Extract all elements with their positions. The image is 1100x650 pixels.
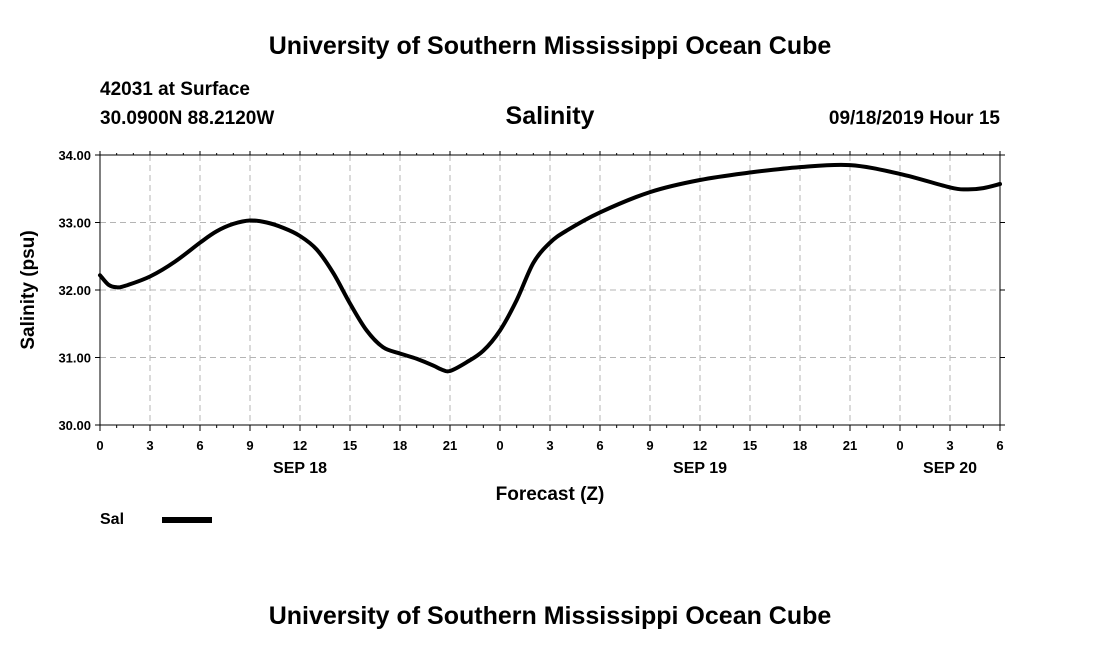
page-title-top: University of Southern Mississippi Ocean… bbox=[269, 32, 832, 60]
y-tick-label: 33.00 bbox=[58, 216, 91, 231]
salinity-series-line bbox=[98, 162, 1002, 374]
date-label: SEP 18 bbox=[273, 460, 327, 477]
date-labels: SEP 18 SEP 19 SEP 20 bbox=[273, 460, 977, 477]
x-tick-label: 12 bbox=[293, 438, 307, 453]
station-label: 42031 at Surface bbox=[100, 79, 250, 100]
grid bbox=[100, 155, 1000, 425]
x-tick-label: 9 bbox=[246, 438, 253, 453]
x-tick-label: 0 bbox=[96, 438, 103, 453]
x-tick-label: 21 bbox=[443, 438, 457, 453]
date-label: SEP 19 bbox=[673, 460, 727, 477]
y-axis-label: Salinity (psu) bbox=[18, 230, 39, 349]
location-label: 30.0900N 88.2120W bbox=[100, 108, 274, 129]
axis-ticks bbox=[95, 151, 1005, 431]
x-tick-label: 3 bbox=[546, 438, 553, 453]
page-title-bottom: University of Southern Mississippi Ocean… bbox=[269, 602, 832, 630]
y-tick-labels: 30.00 31.00 32.00 33.00 34.00 bbox=[58, 148, 91, 433]
x-tick-labels: 0 3 6 9 12 15 18 21 0 3 6 9 12 15 18 21 0 3 6 bbox=[96, 438, 1003, 453]
x-tick-label: 15 bbox=[743, 438, 757, 453]
x-tick-label: 0 bbox=[496, 438, 503, 453]
x-tick-label: 21 bbox=[843, 438, 857, 453]
x-tick-label: 6 bbox=[596, 438, 603, 453]
y-tick-label: 31.00 bbox=[58, 351, 91, 366]
x-tick-label: 6 bbox=[196, 438, 203, 453]
y-tick-label: 30.00 bbox=[58, 418, 91, 433]
chart-title: Salinity bbox=[506, 102, 595, 130]
x-tick-label: 6 bbox=[996, 438, 1003, 453]
datetime-label: 09/18/2019 Hour 15 bbox=[829, 108, 1001, 129]
y-tick-label: 34.00 bbox=[58, 148, 91, 163]
x-tick-label: 0 bbox=[896, 438, 903, 453]
x-tick-label: 12 bbox=[693, 438, 707, 453]
x-tick-label: 9 bbox=[646, 438, 653, 453]
x-tick-label: 18 bbox=[793, 438, 807, 453]
x-tick-label: 3 bbox=[946, 438, 953, 453]
x-axis-label: Forecast (Z) bbox=[496, 484, 605, 505]
legend-label: Sal bbox=[100, 511, 124, 528]
date-label: SEP 20 bbox=[923, 460, 977, 477]
x-tick-label: 15 bbox=[343, 438, 357, 453]
x-tick-label: 18 bbox=[393, 438, 407, 453]
x-tick-label: 3 bbox=[146, 438, 153, 453]
y-tick-label: 32.00 bbox=[58, 283, 91, 298]
